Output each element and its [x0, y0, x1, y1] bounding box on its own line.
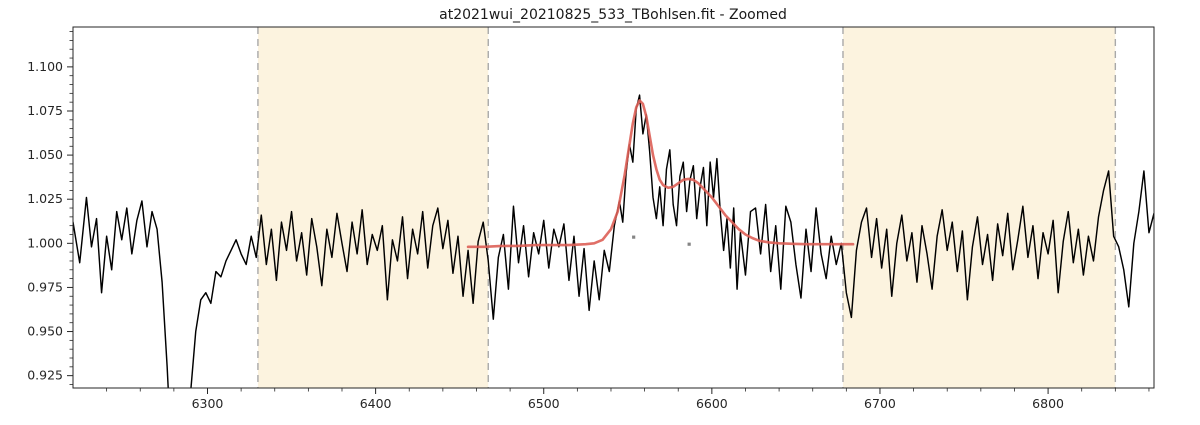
continuum-region-red — [842, 27, 1116, 388]
chart-title: at2021wui_20210825_533_TBohlsen.fit - Zo… — [439, 7, 787, 23]
x-axis-tick-label: 6600 — [696, 396, 728, 411]
fit-center-marker — [632, 235, 636, 239]
y-axis-tick-label: 0.950 — [27, 324, 63, 339]
y-axis-tick-label: 1.025 — [27, 191, 63, 206]
series-group — [73, 94, 1154, 388]
x-axis-tick-label: 6400 — [360, 396, 392, 411]
continuum-region-blue — [257, 27, 489, 388]
y-axis-tick-label: 0.975 — [27, 279, 63, 294]
fit-center-marker — [687, 242, 691, 246]
y-axis-tick-label: 1.000 — [27, 235, 63, 250]
y-axis-tick-label: 0.925 — [27, 368, 63, 383]
x-axis-tick-label: 6800 — [1032, 396, 1064, 411]
y-axis-tick-label: 1.075 — [27, 103, 63, 118]
x-axis-tick-label: 6300 — [192, 396, 224, 411]
fit-curve — [466, 99, 855, 249]
x-axis-tick-label: 6700 — [864, 396, 896, 411]
axes-frame — [72, 26, 1155, 389]
y-axis-tick-label: 1.050 — [27, 147, 63, 162]
x-axis-tick-label: 6500 — [528, 396, 560, 411]
y-axis-tick-label: 1.100 — [27, 59, 63, 74]
